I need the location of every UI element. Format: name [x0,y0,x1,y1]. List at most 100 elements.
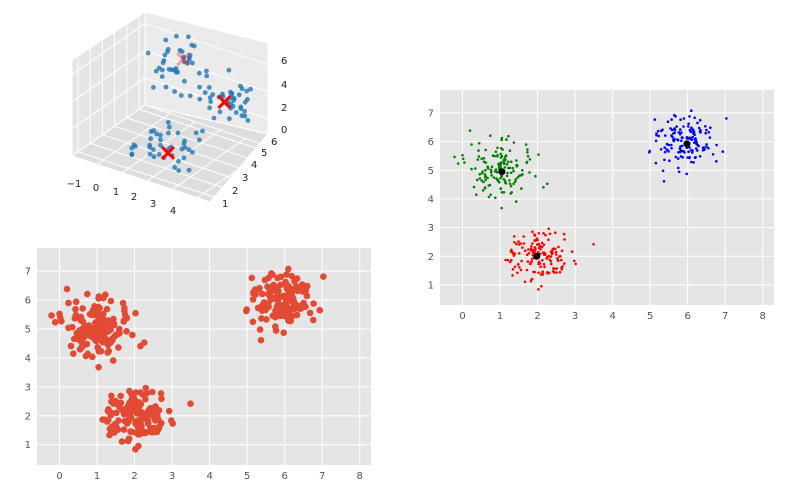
cluster-3-point [694,139,698,142]
cluster-1-point [470,167,473,171]
data-point-3d [186,34,191,40]
x-tick: 7 [722,311,728,322]
cluster-1-point [537,153,540,156]
cluster-3-point [690,109,693,112]
data-point [120,411,128,418]
data-point [158,419,165,427]
data-point [89,307,97,314]
x-tick: 3 [572,311,578,322]
cluster-2-point [542,243,546,246]
data-point [142,384,149,392]
x-tick: 6 [684,311,690,322]
cluster-2-point [541,273,545,276]
cluster-1-point [505,138,508,141]
cluster-1-point [482,157,486,160]
data-point [121,307,128,315]
data-point [132,309,139,317]
data-point [282,298,290,305]
y-gridline-3d [138,108,278,156]
data-point [285,265,292,273]
data-point-3d [196,137,202,143]
data-point [70,350,77,358]
cluster-3-point [698,155,702,158]
cluster-2-point [542,262,546,266]
x-ticks-left: 0 1 2 3 4 5 6 7 8 [56,471,363,482]
cluster-3-point [659,148,663,151]
data-point [165,407,173,415]
centroid-marker [498,168,506,176]
data-point [243,307,250,315]
data-point-3d [206,85,212,90]
cluster-2-point [574,262,577,266]
y-tick-3d: 6 [271,137,277,148]
cluster-3-point [673,127,676,130]
data-point-3d [204,68,209,74]
cluster-3-point [663,150,667,154]
cluster-3-point [685,172,688,176]
centroid-marker-3d [217,94,232,110]
cluster-1-point [493,170,497,173]
cluster-2-point [516,271,519,275]
cluster-3-point [690,126,693,130]
data-point-3d [181,155,187,161]
cluster-2-point [540,245,544,249]
cluster-1-point [500,206,503,210]
cluster-2-point [556,259,560,263]
data-point [275,287,282,295]
cluster-1-point [515,159,518,162]
cluster-1-point [495,170,499,174]
x-tick: 4 [206,471,212,482]
data-point [109,357,117,364]
data-point-3d [190,149,195,155]
data-point-3d [228,89,233,95]
cluster-1-point [475,178,479,182]
cluster-3-point [697,126,701,130]
cluster-2-point [517,240,520,243]
cluster-1-point [494,150,498,153]
data-point [310,300,317,307]
data-point [104,349,111,356]
data-point [51,318,59,326]
cluster-1-point [516,176,520,179]
cluster-2-point [528,262,532,266]
cluster-1-point [496,155,499,158]
z-gridline-3d [71,23,146,75]
data-point-3d [158,137,163,143]
data-point [77,313,85,321]
data-point [78,343,86,351]
cluster-2-point [543,265,546,269]
cluster-2-point [544,233,547,237]
data-point-3d [231,95,237,101]
cluster-1-point [528,158,532,161]
cluster-2-point [531,249,535,252]
cluster-3-point [660,129,663,133]
y-tick: 3 [25,382,31,393]
cluster-2-point [508,260,512,264]
cluster-3-point [707,146,710,150]
cluster-1-point [490,174,493,177]
cluster-3-point [698,130,702,133]
cluster-1-point [506,171,509,175]
data-point [120,426,128,433]
x-tick-3d: 1 [113,187,119,198]
y-tick: 7 [428,108,434,119]
cluster-3-point [667,143,671,147]
data-point-3d [166,130,171,136]
data-point [124,405,132,412]
x-tick-3d: 2 [131,192,137,203]
z-tick-3d: 2 [281,103,287,114]
cluster-1-point [461,154,464,157]
cluster-1-point [500,174,504,178]
y-tick: 1 [25,440,31,451]
cluster-1-point [486,165,490,169]
data-point [143,389,151,397]
data-point [127,428,134,435]
cluster-2-point [518,266,521,269]
y-tick: 1 [428,280,434,291]
data-point [72,298,80,306]
cluster-2-point [539,248,542,251]
x-tick: 5 [244,471,250,482]
data-point-3d [181,141,187,147]
cluster-1-point [489,171,493,174]
